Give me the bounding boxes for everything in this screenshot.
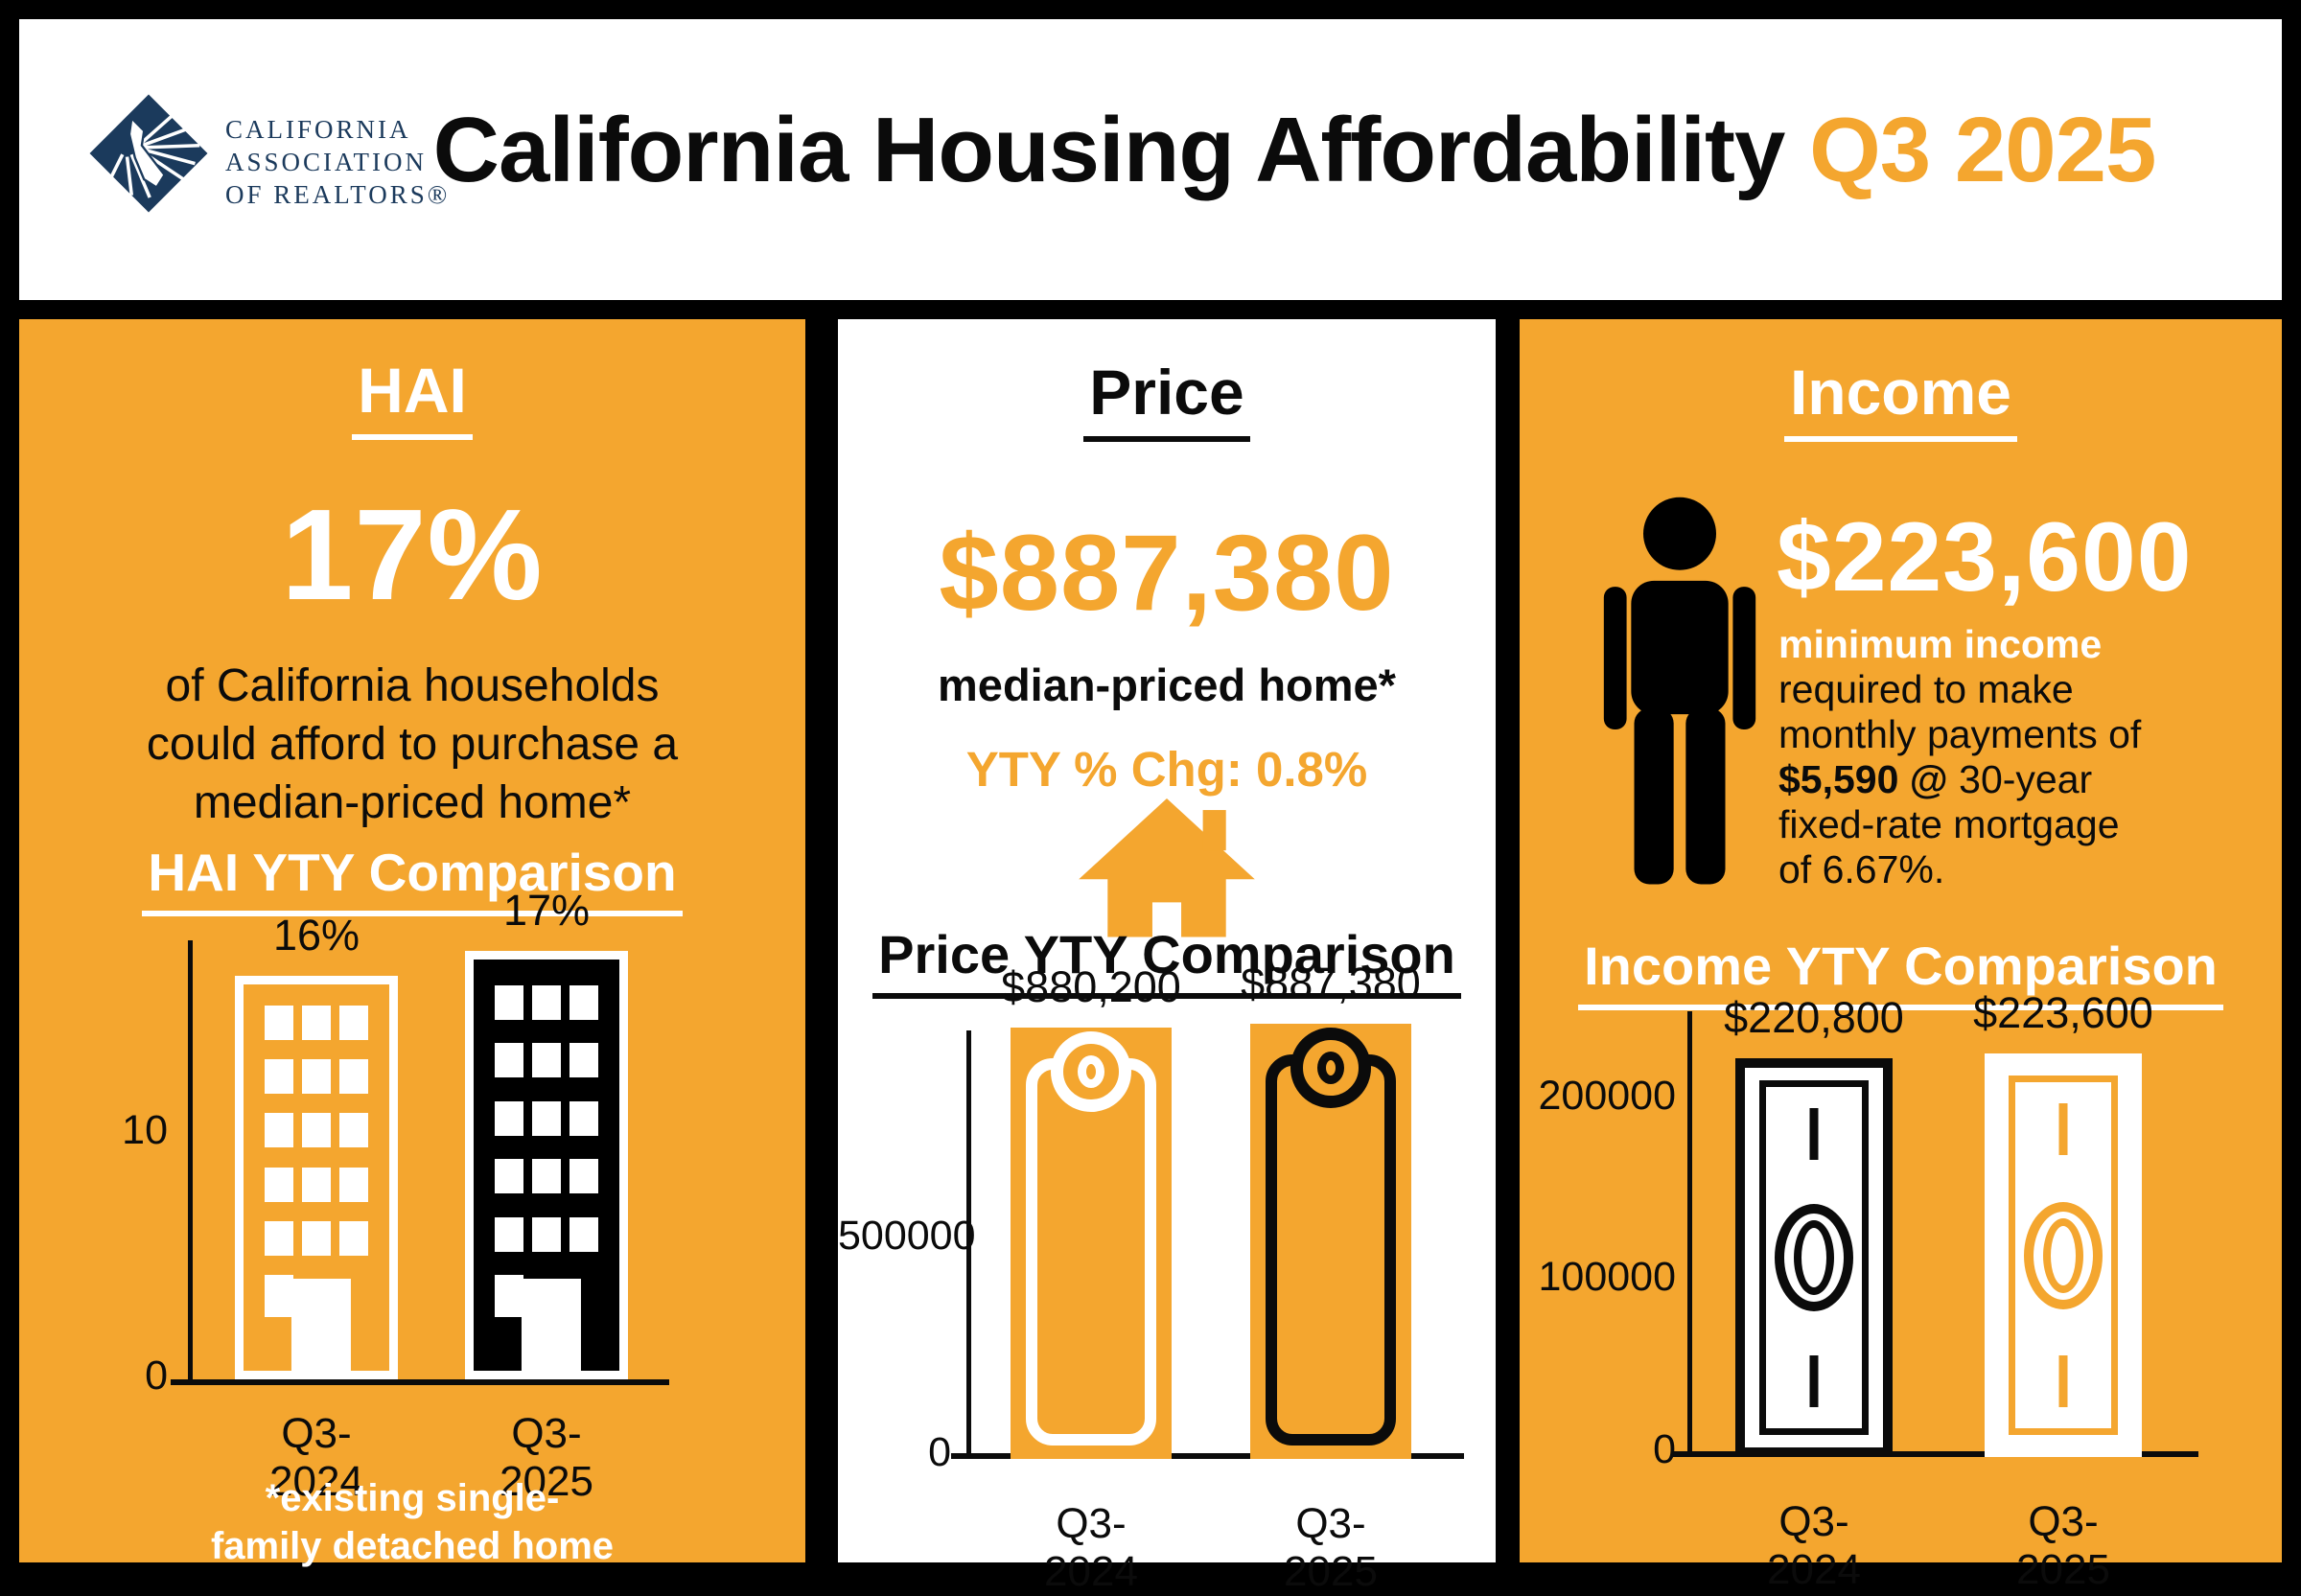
income-description-line: fixed-rate mortgage <box>1778 802 2120 846</box>
income-description: minimum income required to make monthly … <box>1778 622 2263 892</box>
logo-line: ASSOCIATION <box>225 148 428 176</box>
income-bar-value-label: $220,800 <box>1724 993 1904 1042</box>
hai-ytick-10: 10 <box>122 1107 168 1153</box>
hai-footnote-line: family detached home <box>210 1525 615 1567</box>
price-chart-y-axis <box>966 1030 971 1459</box>
income-big-value: $223,600 <box>1777 502 2193 612</box>
income-description-line: minimum income <box>1778 622 2103 666</box>
income-chart-y-axis <box>1687 1011 1692 1457</box>
price-tag-icon-bar-2025 <box>1250 1024 1411 1459</box>
price-xlabel-q3-2025: Q3-2025 <box>1284 1500 1378 1595</box>
logo-line: CALIFORNIA <box>225 115 411 144</box>
hai-panel: HAI 17% of California households could a… <box>19 319 805 1567</box>
hai-chart-y-axis <box>188 940 193 1383</box>
hai-footnote-line: *existing single- <box>265 1477 560 1519</box>
price-xlabel-q3-2024: Q3-2024 <box>1044 1500 1138 1595</box>
price-ytick-500000: 500000 <box>838 1213 976 1259</box>
hai-section-title: HAI <box>19 354 805 440</box>
income-xlabel-q3-2025: Q3-2025 <box>2016 1498 2110 1593</box>
price-bar-value-label: $880,200 <box>1001 962 1181 1011</box>
logo-line: OF REALTORS® <box>225 180 451 209</box>
hai-footnote: *existing single- family detached home <box>19 1474 805 1570</box>
income-description-line: required to make <box>1778 667 2074 711</box>
hai-big-value: 17% <box>281 482 544 627</box>
income-description-line: $5,590 @ 30-year <box>1778 757 2093 801</box>
person-icon <box>1603 497 1756 885</box>
price-chart-title: Price YTY Comparison <box>838 923 1496 999</box>
house-icon <box>1079 798 1255 937</box>
car-logo-wordmark: CALIFORNIA ASSOCIATION OF REALTORS® <box>225 113 450 211</box>
income-chart-title: Income YTY Comparison <box>1520 935 2282 1010</box>
income-chart-x-axis <box>1671 1451 2198 1457</box>
price-subtitle: median-priced home* <box>938 659 1396 710</box>
price-tag-icon-bar-2024 <box>1011 1028 1172 1459</box>
income-panel: Income $223,600 minimum income required … <box>1520 319 2282 1593</box>
building-icon-bar-2024 <box>235 976 398 1379</box>
price-chart-x-axis <box>951 1453 1464 1459</box>
hai-description-line: could afford to purchase a <box>146 719 679 770</box>
income-section-title: Income <box>1520 356 2282 442</box>
page-title: California Housing Affordability Q3 2025 <box>336 98 2253 203</box>
income-ytick-0: 0 <box>1653 1426 1676 1472</box>
hai-xlabel-q3-2024: Q3-2024 <box>269 1410 363 1505</box>
hai-description-line: of California households <box>165 660 660 711</box>
hai-bar-value-label: 17% <box>502 886 591 935</box>
price-bar-value-label: $887,380 <box>1241 959 1421 1007</box>
price-yty-change: YTY % Chg: 0.8% <box>965 742 1368 797</box>
dollar-bill-icon-bar-2025 <box>1985 1053 2142 1457</box>
hai-ytick-0: 0 <box>145 1353 168 1399</box>
hai-description: of California households could afford to… <box>19 657 805 832</box>
income-xlabel-q3-2024: Q3-2024 <box>1767 1498 1861 1593</box>
income-payment-amount: $5,590 @ <box>1778 757 1948 801</box>
building-icon-bar-2025 <box>465 951 628 1379</box>
hai-xlabel-q3-2025: Q3-2025 <box>500 1410 593 1505</box>
income-description-line: monthly payments of <box>1778 712 2142 756</box>
hai-bar-value-label: 16% <box>272 911 360 960</box>
car-logo-icon <box>89 94 208 213</box>
price-panel: Price $887,380 median-priced home* YTY %… <box>826 308 1507 1595</box>
page-title-quarter: Q3 2025 <box>1809 99 2156 201</box>
income-ytick-100000: 100000 <box>1538 1254 1677 1300</box>
price-ytick-0: 0 <box>928 1429 951 1475</box>
price-big-value: $887,380 <box>939 513 1395 633</box>
hai-chart-title: HAI YTY Comparison <box>19 842 805 916</box>
income-ytick-200000: 200000 <box>1538 1073 1677 1119</box>
page-title-main: California Housing Affordability <box>432 99 1786 201</box>
header: CALIFORNIA ASSOCIATION OF REALTORS® Cali… <box>19 19 2282 300</box>
income-description-line: of 6.67%. <box>1778 847 1945 891</box>
income-bar-value-label: $223,600 <box>1973 988 2153 1037</box>
hai-description-line: median-priced home* <box>193 777 632 828</box>
dollar-bill-icon-bar-2024 <box>1735 1058 1893 1457</box>
price-section-title: Price <box>838 356 1496 442</box>
hai-chart-x-axis <box>171 1379 669 1385</box>
